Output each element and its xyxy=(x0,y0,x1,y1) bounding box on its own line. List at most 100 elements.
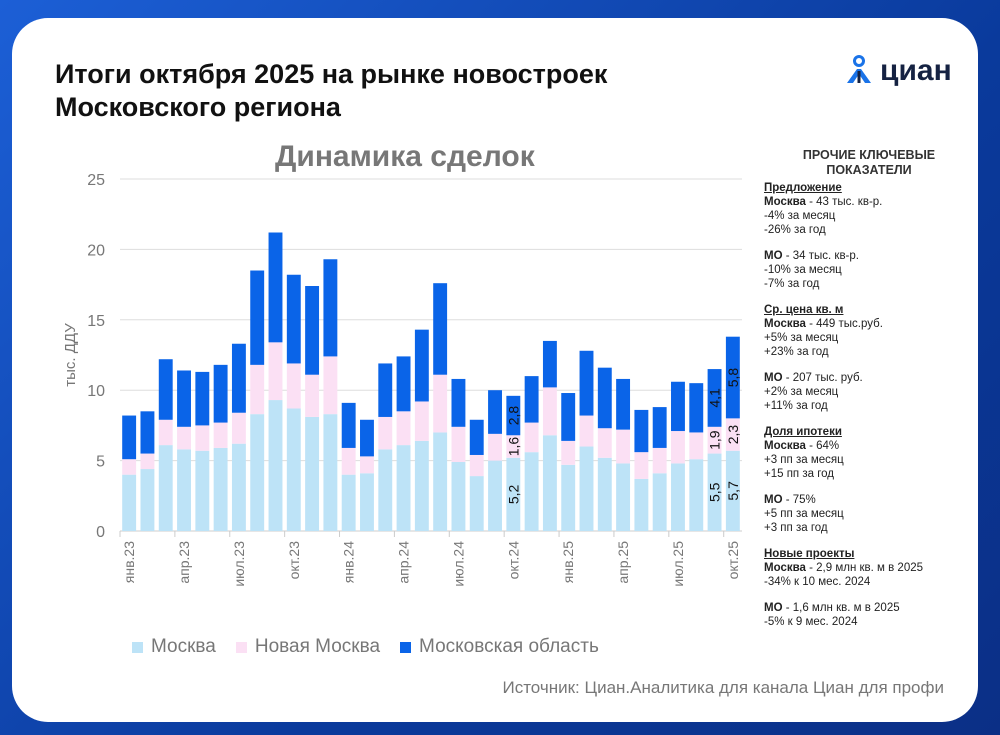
bar-segment xyxy=(707,453,722,531)
y-tick-label: 0 xyxy=(96,524,105,541)
bar-segment xyxy=(177,370,191,427)
x-tick-label: окт.25 xyxy=(725,541,741,580)
indicator-block: Москва - 2,9 млн кв. м в 2025 -34% к 10 м… xyxy=(764,561,974,589)
region-label: МО xyxy=(764,250,783,262)
data-label: 5,2 xyxy=(505,484,521,504)
bar-segment xyxy=(341,447,356,475)
region-label: МО xyxy=(764,372,783,384)
x-tick-label: янв.24 xyxy=(341,541,357,583)
source-note: Источник: Циан.Аналитика для канала Циан… xyxy=(502,678,944,697)
indicator-block: МО - 1,6 млн кв. м в 2025 -5% к 9 мес. 20… xyxy=(764,601,974,629)
bar-segment xyxy=(451,378,466,427)
indicator-change: +2% за месяц xyxy=(764,386,839,398)
section-title: Доля ипотеки xyxy=(764,426,842,438)
x-tick-label: янв.23 xyxy=(121,541,137,583)
bar-segment xyxy=(140,453,155,470)
indicator-main: Москва - 43 тыс. кв-р. xyxy=(764,195,974,209)
bar-segment xyxy=(524,422,539,453)
panel-heading-line-2: ПОКАЗАТЕЛИ xyxy=(826,163,912,177)
bar-segment xyxy=(506,435,521,458)
bar-segment xyxy=(268,400,283,531)
bar-segment xyxy=(707,369,722,427)
data-label: 1,9 xyxy=(707,430,723,450)
bar-segment xyxy=(671,381,685,432)
bar-segment xyxy=(451,426,466,463)
data-label: 5,8 xyxy=(725,368,741,388)
bar-segment xyxy=(213,364,228,423)
bar-segment xyxy=(524,376,539,423)
bar-segment xyxy=(506,457,521,531)
bar-segment xyxy=(597,457,612,531)
bar-segment xyxy=(524,452,539,531)
title-line-1: Итоги октября 2025 на рынке новостроек xyxy=(55,59,608,89)
bar-segment xyxy=(231,343,246,413)
indicator-change: -10% за месяц xyxy=(764,264,842,276)
bar-segment xyxy=(250,414,265,531)
bar-segment xyxy=(561,464,576,531)
bar-segment xyxy=(378,363,393,417)
bar-segment xyxy=(305,416,320,531)
region-label: Москва xyxy=(764,440,806,452)
bar-segment xyxy=(414,440,429,531)
bar-segment xyxy=(652,407,667,448)
indicator-change: +11% за год xyxy=(764,400,828,412)
bar-segment xyxy=(378,416,393,450)
section-title: Новые проекты xyxy=(764,548,855,560)
indicator-change: -5% к 9 мес. 2024 xyxy=(764,616,858,628)
chart-title: Динамика сделок xyxy=(275,140,535,173)
legend-swatch xyxy=(235,641,247,653)
cian-pin-icon xyxy=(847,55,871,83)
bar-segment xyxy=(250,364,265,415)
bar-segment xyxy=(360,456,374,474)
bar-segment xyxy=(433,374,448,433)
bar-segment xyxy=(268,232,283,343)
bar-segment xyxy=(488,460,502,531)
panel-heading-line-1: ПРОЧИЕ КЛЮЧЕВЫЕ xyxy=(802,148,936,162)
bar-segment xyxy=(305,286,320,375)
bar-segment xyxy=(158,359,173,420)
bar-segment xyxy=(140,411,155,454)
bar-segment xyxy=(451,462,466,531)
indicator-section: Ср. цена кв. м Москва - 449 тыс.руб. +5% з… xyxy=(764,303,974,413)
bar-segment xyxy=(561,440,576,465)
indicator-block: Москва - 449 тыс.руб. +5% за месяц +23% за… xyxy=(764,317,974,359)
bar-segment xyxy=(542,387,557,436)
legend-swatch xyxy=(132,641,143,653)
indicator-value: - 43 тыс. кв-р. xyxy=(805,196,883,208)
bar-segment xyxy=(140,469,155,531)
bar-segment xyxy=(542,340,557,388)
indicator-main: МО - 34 тыс. кв-р. xyxy=(764,249,974,263)
bar-segment xyxy=(195,450,210,531)
indicator-main: МО - 75% xyxy=(764,493,974,507)
legend-moscow: Москва xyxy=(132,636,216,658)
bar-segment xyxy=(652,473,667,531)
indicator-change: -34% к 10 мес. 2024 xyxy=(764,576,871,588)
bar-segment xyxy=(360,473,374,531)
bar-segment xyxy=(158,445,173,531)
indicator-main: Москва - 449 тыс.руб. xyxy=(764,317,974,331)
indicator-block: МО - 207 тыс. руб. +2% за месяц +11% за го… xyxy=(764,371,974,413)
bar-segment xyxy=(414,329,429,402)
bar-segment xyxy=(396,411,411,446)
bar-segment xyxy=(579,350,594,416)
indicator-main: Москва - 2,9 млн кв. м в 2025 xyxy=(764,561,974,575)
bar-segment xyxy=(488,433,502,461)
x-tick-label: июл.25 xyxy=(670,541,686,587)
indicator-change: +23% за год xyxy=(764,346,829,358)
bar-segment xyxy=(488,390,502,434)
indicator-change: -7% за год xyxy=(764,278,820,290)
legend-new-moscow: Новая Москва xyxy=(235,636,381,658)
bar-segment xyxy=(597,367,612,429)
bar-segment xyxy=(469,454,484,477)
bar-segment xyxy=(689,459,704,531)
legend-label: Новая Москва xyxy=(254,636,381,657)
bar-segment xyxy=(286,408,301,531)
indicator-value: - 64% xyxy=(805,440,840,452)
bar-segment xyxy=(122,459,137,475)
bar-segment xyxy=(725,418,740,451)
legend-swatch xyxy=(400,641,412,653)
logo-text: циан xyxy=(880,54,952,87)
indicator-change: +3 пп за месяц xyxy=(764,454,844,466)
cian-logo: циан xyxy=(844,54,952,88)
